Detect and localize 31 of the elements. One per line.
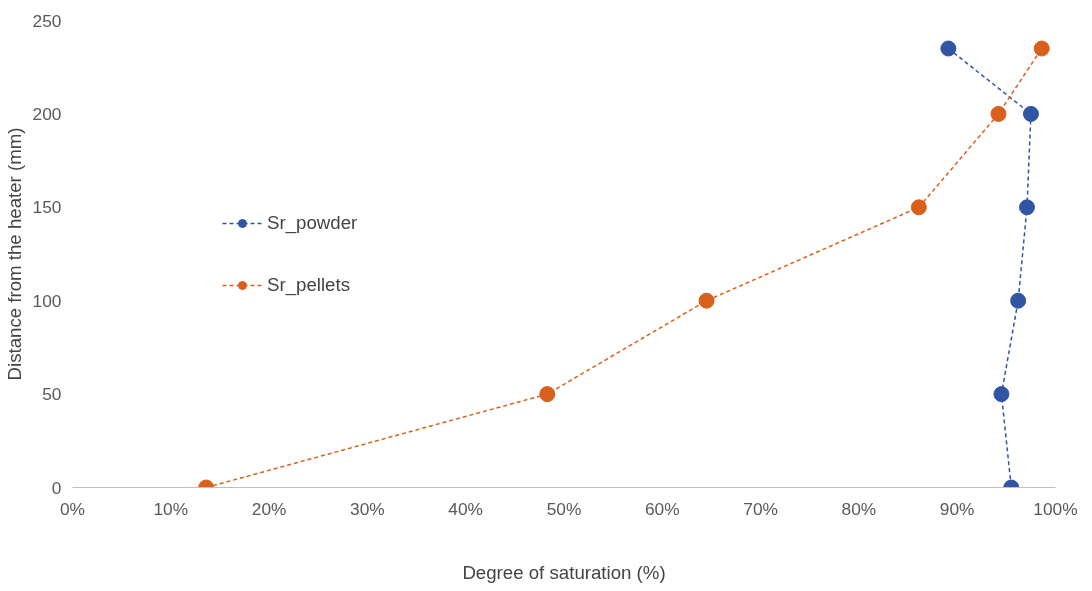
x-tick-label: 0% — [59, 498, 86, 519]
point — [1033, 40, 1050, 57]
y-tick-label: 100 — [32, 290, 62, 311]
point — [910, 199, 927, 216]
y-tick-label: 200 — [32, 103, 62, 124]
y-tick-label: 250 — [32, 10, 62, 31]
x-tick-label: 20% — [251, 498, 287, 519]
x-tick-label: 60% — [644, 498, 680, 519]
legend-label: Sr_powder — [267, 211, 358, 234]
x-tick-label: 40% — [448, 498, 484, 519]
x-tick-label: 10% — [153, 498, 189, 519]
x-tick-label: 80% — [841, 498, 877, 519]
x-tick-label: 50% — [546, 498, 582, 519]
y-tick-label: 150 — [32, 197, 62, 218]
legend-label: Sr_pellets — [267, 273, 350, 296]
x-axis-title: Degree of saturation (%) — [462, 561, 666, 583]
x-tick-label: 70% — [743, 498, 778, 519]
point — [1010, 292, 1027, 309]
y-tick-label: 50 — [42, 384, 62, 405]
point — [698, 292, 715, 309]
point — [993, 386, 1010, 403]
y-tick-label: 0 — [51, 477, 62, 498]
x-tick-label: 30% — [350, 498, 385, 519]
point — [1018, 199, 1035, 216]
point — [990, 105, 1007, 122]
x-tick-label: 100% — [1033, 498, 1078, 519]
y-axis-title: Distance from the heater (mm) — [3, 127, 25, 381]
x-tick-label: 90% — [939, 498, 975, 519]
point — [940, 40, 957, 57]
point — [1022, 105, 1039, 122]
point — [539, 386, 556, 403]
